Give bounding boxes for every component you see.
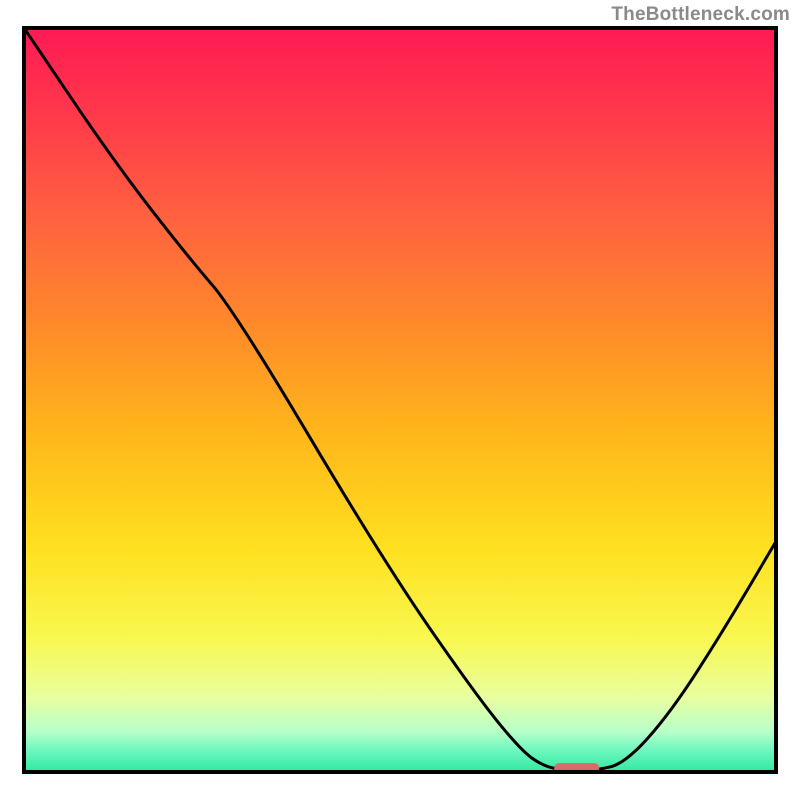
chart-container: TheBottleneck.com (0, 0, 800, 800)
watermark-text: TheBottleneck.com (611, 4, 790, 26)
bottleneck-chart (0, 0, 800, 800)
plot-background (24, 28, 776, 772)
